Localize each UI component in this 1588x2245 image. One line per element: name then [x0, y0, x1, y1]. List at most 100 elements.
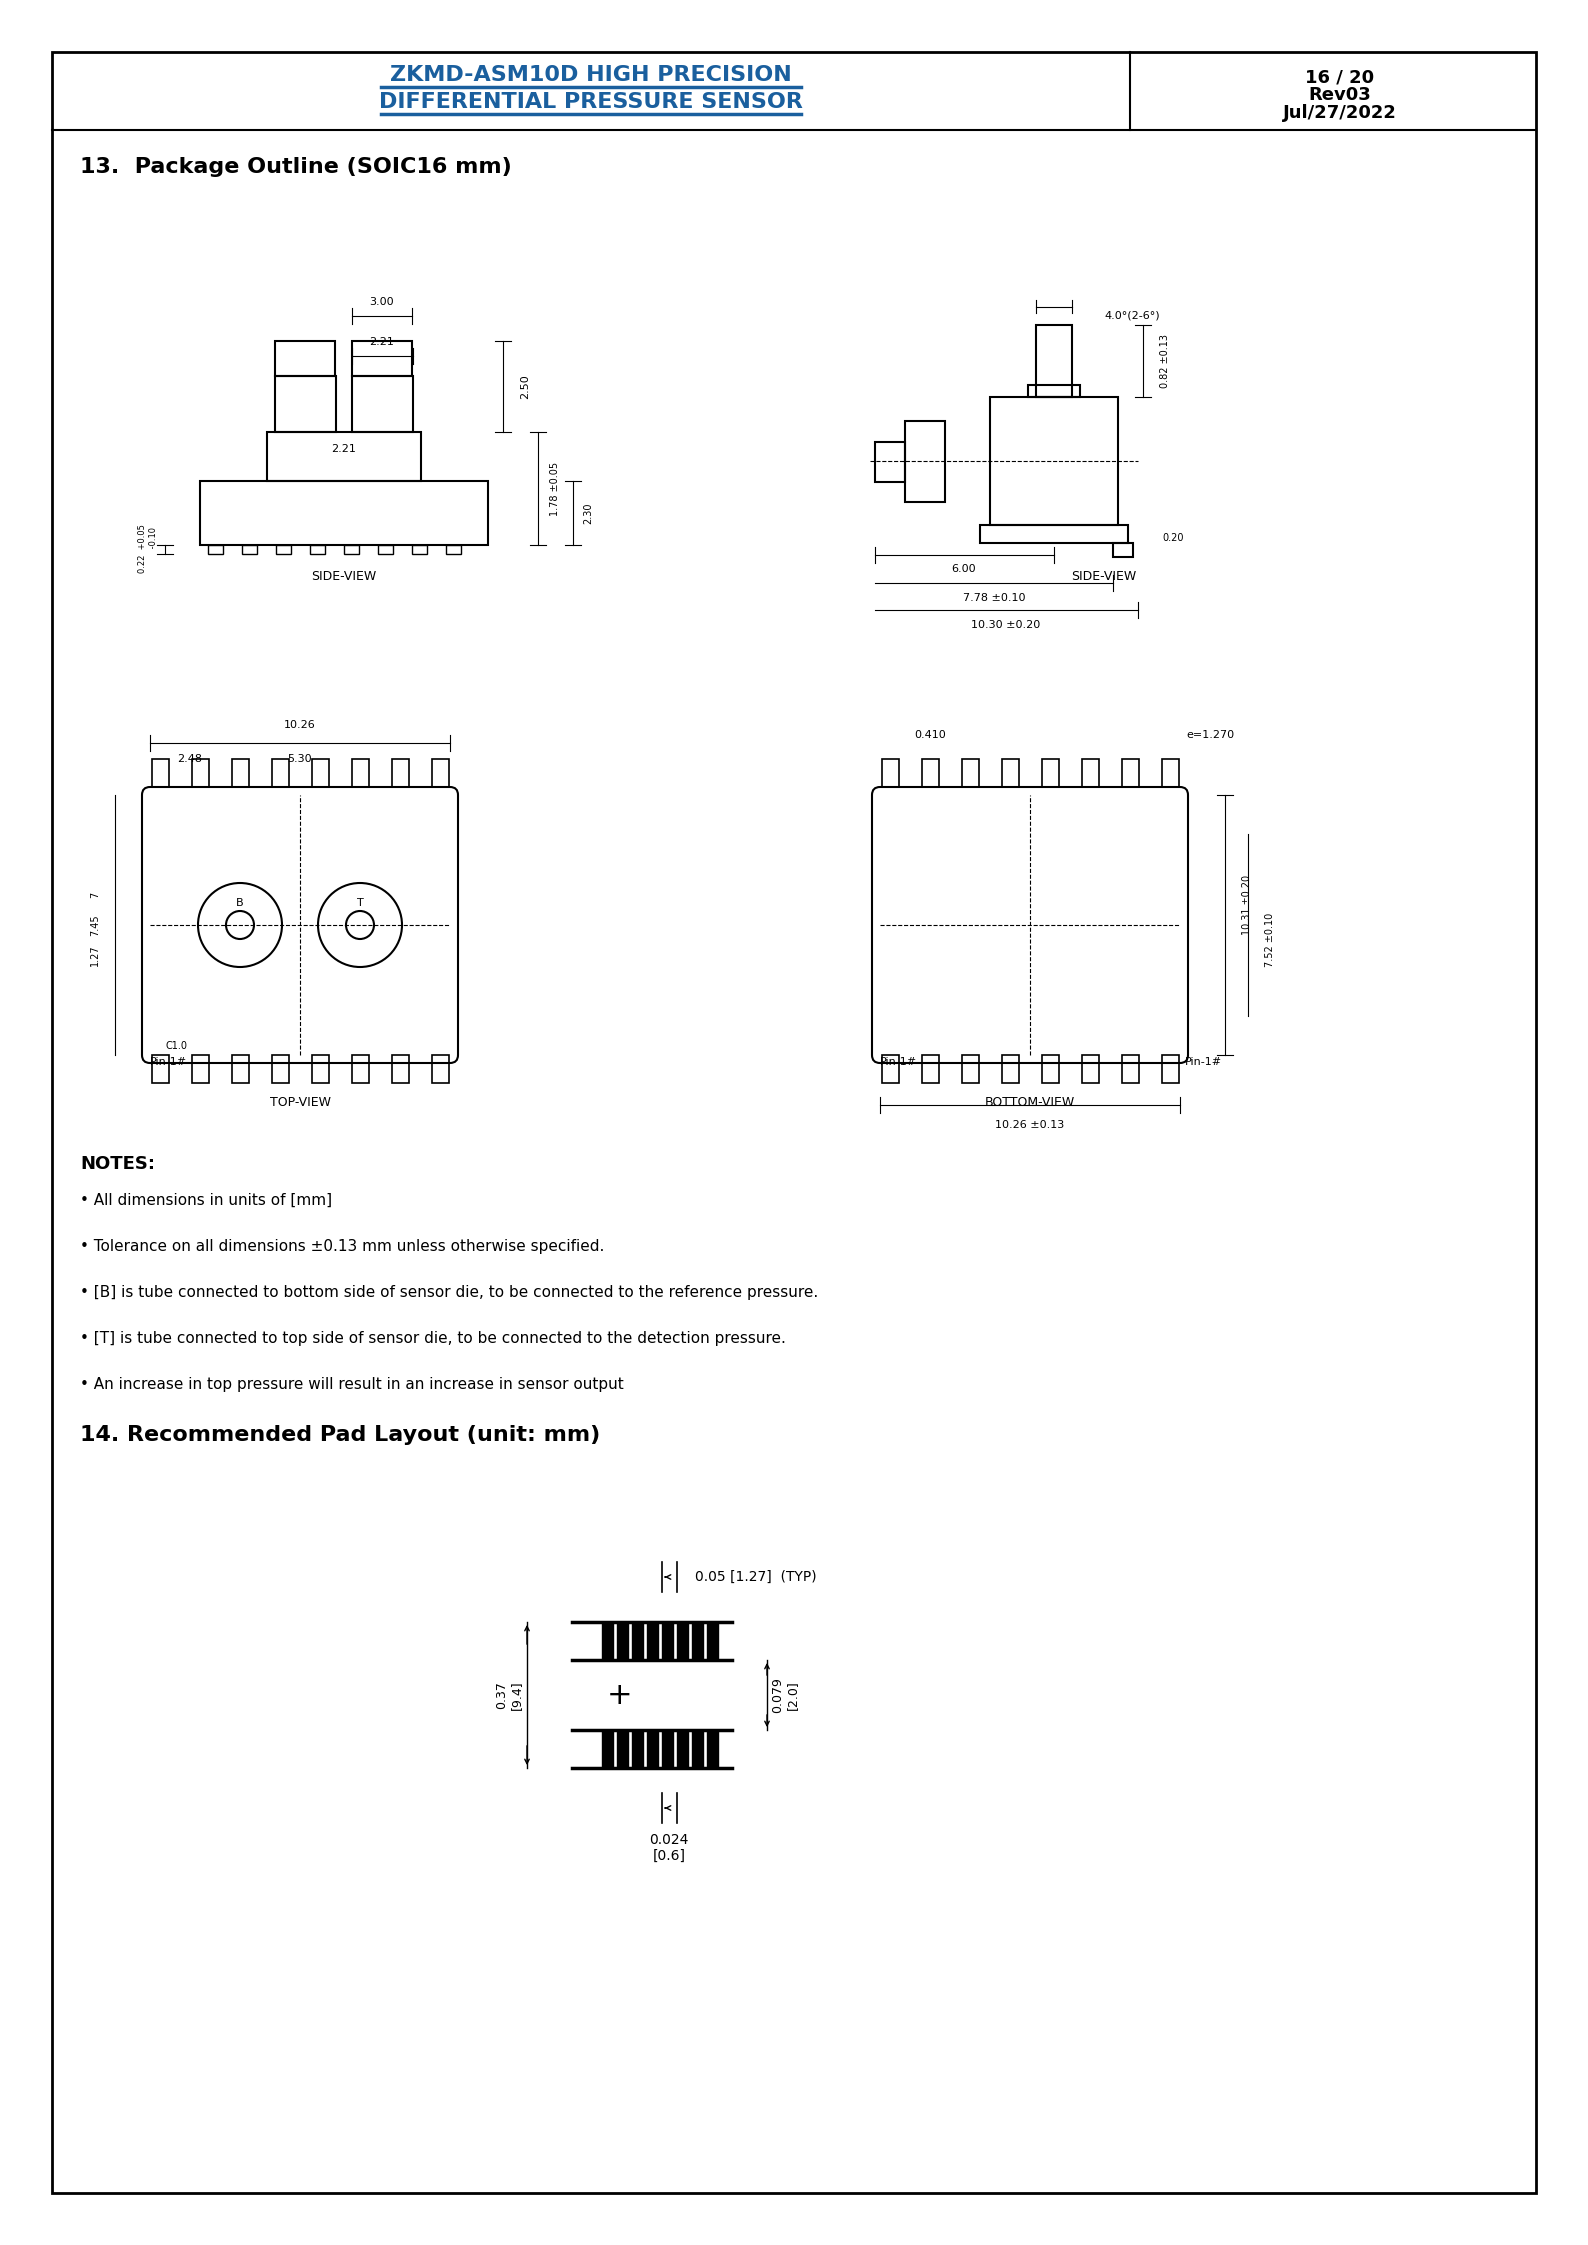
Bar [1162, 1055, 1178, 1082]
Text: 3.00: 3.00 [370, 296, 394, 308]
Text: 6.00: 6.00 [951, 563, 977, 575]
Bar [432, 759, 449, 788]
Bar [275, 341, 335, 375]
Text: Pin-1#: Pin-1# [1185, 1057, 1223, 1066]
Bar [392, 1055, 410, 1082]
Bar [353, 1055, 368, 1082]
Bar [905, 422, 945, 503]
Bar [989, 397, 1118, 525]
Bar [411, 546, 427, 555]
Text: 2.30: 2.30 [583, 503, 592, 523]
Text: 2.50: 2.50 [519, 375, 530, 400]
Bar [1113, 543, 1132, 557]
Bar [676, 1621, 688, 1659]
Text: 10.31 ±0.20: 10.31 ±0.20 [1242, 876, 1251, 936]
Text: 0.22  +0.05
         -0.10: 0.22 +0.05 -0.10 [138, 525, 157, 572]
Bar [662, 1621, 673, 1659]
Bar [353, 759, 368, 788]
Text: 2.21: 2.21 [370, 337, 394, 348]
Bar [208, 546, 222, 555]
Bar [232, 1055, 249, 1082]
Text: 0.079
[2.0]: 0.079 [2.0] [772, 1677, 799, 1713]
Bar [980, 525, 1127, 543]
Bar [311, 1055, 329, 1082]
Bar [1162, 759, 1178, 788]
Bar [200, 480, 488, 546]
Bar [692, 1731, 703, 1769]
Text: 13.  Package Outline (SOIC16 mm): 13. Package Outline (SOIC16 mm) [79, 157, 511, 177]
Bar [707, 1621, 718, 1659]
Text: Pin-1#: Pin-1# [149, 1057, 187, 1066]
Bar [923, 759, 939, 788]
Bar [602, 1621, 613, 1659]
Bar [676, 1731, 688, 1769]
Text: 0.82 ±0.13: 0.82 ±0.13 [1159, 335, 1170, 388]
Text: e=1.270: e=1.270 [1186, 730, 1234, 741]
Bar [646, 1621, 657, 1659]
Text: 0.05 [1.27]  (TYP): 0.05 [1.27] (TYP) [696, 1569, 816, 1585]
Bar [1035, 326, 1072, 397]
Bar [881, 1055, 899, 1082]
Text: 10.26 ±0.13: 10.26 ±0.13 [996, 1120, 1064, 1129]
Bar [646, 1731, 657, 1769]
Text: BOTTOM-VIEW: BOTTOM-VIEW [985, 1096, 1075, 1109]
Bar [962, 1055, 978, 1082]
Bar [618, 1731, 627, 1769]
Bar [875, 442, 905, 483]
Bar [232, 759, 249, 788]
FancyBboxPatch shape [141, 788, 457, 1062]
Text: 14. Recommended Pad Layout (unit: mm): 14. Recommended Pad Layout (unit: mm) [79, 1426, 600, 1446]
Text: DIFFERENTIAL PRESSURE SENSOR: DIFFERENTIAL PRESSURE SENSOR [380, 92, 804, 112]
Bar [962, 759, 978, 788]
Bar [378, 546, 392, 555]
Text: NOTES:: NOTES: [79, 1154, 156, 1172]
Text: 1.78 ±0.05: 1.78 ±0.05 [549, 462, 561, 516]
Text: Pin-1#: Pin-1# [880, 1057, 918, 1066]
Text: 7.78 ±0.10: 7.78 ±0.10 [962, 593, 1026, 604]
Bar [881, 759, 899, 788]
Text: B: B [237, 898, 245, 907]
Bar [1027, 384, 1080, 397]
Bar [275, 375, 337, 431]
Text: 7.52 ±0.10: 7.52 ±0.10 [1266, 914, 1275, 968]
Text: T: T [357, 898, 364, 907]
Bar [152, 759, 168, 788]
Text: 0.20: 0.20 [1162, 532, 1183, 543]
Bar [1081, 1055, 1099, 1082]
Bar [267, 431, 421, 480]
Text: 2.48: 2.48 [178, 754, 203, 763]
Text: 7: 7 [91, 891, 100, 898]
Text: 10.30 ±0.20: 10.30 ±0.20 [972, 620, 1040, 631]
Bar [345, 546, 359, 555]
Bar [353, 375, 413, 431]
Bar [241, 546, 257, 555]
Bar [276, 546, 291, 555]
Bar [310, 546, 326, 555]
Bar [707, 1731, 718, 1769]
Text: C1.0: C1.0 [165, 1042, 187, 1051]
Bar [632, 1731, 643, 1769]
Bar [618, 1621, 627, 1659]
Text: • [T] is tube connected to top side of sensor die, to be connected to the detect: • [T] is tube connected to top side of s… [79, 1331, 786, 1347]
Text: SIDE-VIEW: SIDE-VIEW [1072, 570, 1137, 581]
Bar [446, 546, 461, 555]
Text: 16 / 20: 16 / 20 [1305, 67, 1375, 85]
Bar [602, 1731, 613, 1769]
Bar [192, 1055, 210, 1082]
Text: Rev03: Rev03 [1309, 85, 1372, 103]
Text: • An increase in top pressure will result in an increase in sensor output: • An increase in top pressure will resul… [79, 1376, 624, 1392]
Bar [192, 759, 210, 788]
Bar [272, 1055, 289, 1082]
Bar [353, 341, 411, 375]
Text: Jul/27/2022: Jul/27/2022 [1283, 103, 1397, 121]
Text: 2.21: 2.21 [332, 445, 356, 453]
Bar [432, 1055, 449, 1082]
Text: +: + [607, 1682, 632, 1708]
Bar [1002, 1055, 1019, 1082]
Bar [923, 1055, 939, 1082]
Text: 5.30: 5.30 [287, 754, 313, 763]
Bar [152, 1055, 168, 1082]
Text: • All dimensions in units of [mm]: • All dimensions in units of [mm] [79, 1192, 332, 1208]
Text: TOP-VIEW: TOP-VIEW [270, 1096, 330, 1109]
Text: 0.024
[0.6]: 0.024 [0.6] [649, 1832, 689, 1863]
